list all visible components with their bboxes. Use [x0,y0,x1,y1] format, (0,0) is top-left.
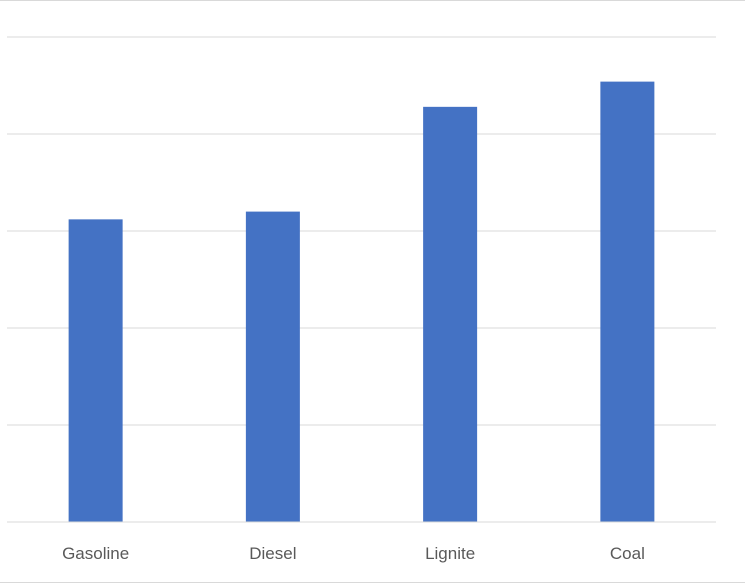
gridlines [7,36,716,426]
bar-coal [600,81,655,523]
x-tick-label-diesel: Diesel [249,544,296,563]
bars [68,81,655,523]
x-tick-label-gasoline: Gasoline [62,544,129,563]
bar-lignite [423,106,478,522]
x-tick-labels: Gasoline Diesel Lignite Coal [62,544,645,563]
bar-diesel [245,211,300,522]
x-tick-label-coal: Coal [610,544,645,563]
x-tick-label-lignite: Lignite [425,544,475,563]
bar-gasoline [68,219,123,523]
